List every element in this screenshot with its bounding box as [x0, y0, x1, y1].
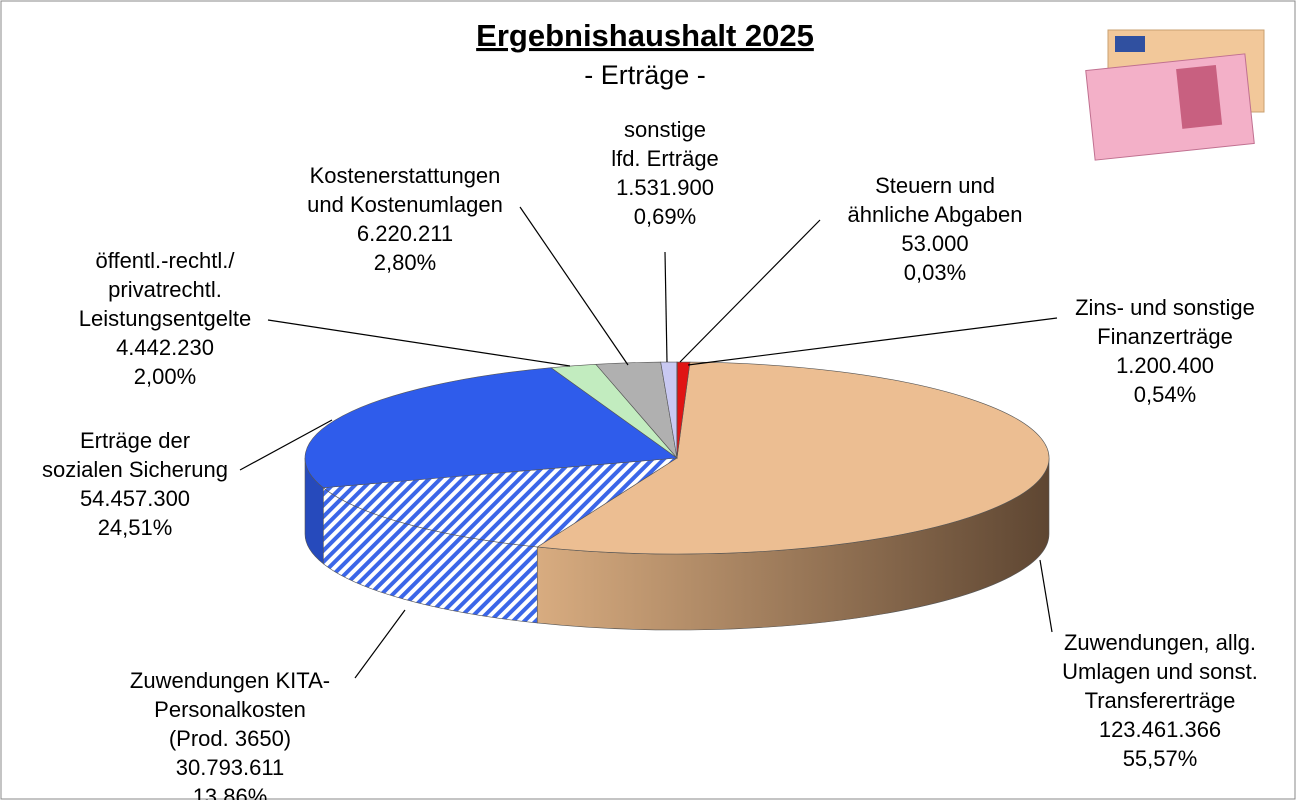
- label-line: 1.531.900: [616, 175, 714, 200]
- label-line: Zuwendungen, allg.: [1064, 630, 1256, 655]
- label-line: ähnliche Abgaben: [848, 202, 1023, 227]
- label-line: (Prod. 3650): [169, 726, 291, 751]
- label-line: sonstige: [624, 117, 706, 142]
- label-line: Erträge der: [80, 428, 190, 453]
- chart-title: Ergebnishaushalt 2025: [476, 18, 814, 53]
- label-line: Kostenerstattungen: [310, 163, 501, 188]
- label-line: 53.000: [901, 231, 968, 256]
- label-line: Finanzerträge: [1097, 324, 1233, 349]
- banknotes: [1086, 30, 1264, 160]
- label-line: 24,51%: [98, 515, 173, 540]
- label-line: Umlagen und sonst.: [1062, 659, 1258, 684]
- label-line: 2,00%: [134, 364, 196, 389]
- label-line: 2,80%: [374, 250, 436, 275]
- banknote-arch: [1176, 65, 1222, 129]
- label-line: Zuwendungen KITA-: [130, 668, 330, 693]
- label-line: Personalkosten: [154, 697, 306, 722]
- label-line: 1.200.400: [1116, 353, 1214, 378]
- label-line: Transfererträge: [1085, 688, 1236, 713]
- page: Ergebnishaushalt 2025 - Erträge - Zuwend…: [0, 0, 1296, 800]
- banknote-flag: [1115, 36, 1145, 52]
- label-line: Steuern und: [875, 173, 995, 198]
- label-line: 0,03%: [904, 260, 966, 285]
- label-line: 0,69%: [634, 204, 696, 229]
- label-line: öffentl.-rechtl./: [96, 248, 236, 273]
- label-line: und Kostenumlagen: [307, 192, 503, 217]
- label-line: 123.461.366: [1099, 717, 1221, 742]
- banknote-10: [1086, 54, 1255, 160]
- chart-subtitle: - Erträge -: [584, 60, 706, 90]
- label-line: Leistungsentgelte: [79, 306, 251, 331]
- label-line: Zins- und sonstige: [1075, 295, 1255, 320]
- label-line: 55,57%: [1123, 746, 1198, 771]
- label-line: sozialen Sicherung: [42, 457, 228, 482]
- label-line: 54.457.300: [80, 486, 190, 511]
- label-line: 0,54%: [1134, 382, 1196, 407]
- label-line: 30.793.611: [176, 755, 284, 780]
- chart: Ergebnishaushalt 2025 - Erträge - Zuwend…: [0, 0, 1296, 800]
- label-line: 4.442.230: [116, 335, 214, 360]
- label-line: 13,86%: [193, 784, 268, 800]
- label-line: lfd. Erträge: [611, 146, 719, 171]
- label-line: 6.220.211: [357, 221, 453, 246]
- label-line: privatrechtl.: [108, 277, 222, 302]
